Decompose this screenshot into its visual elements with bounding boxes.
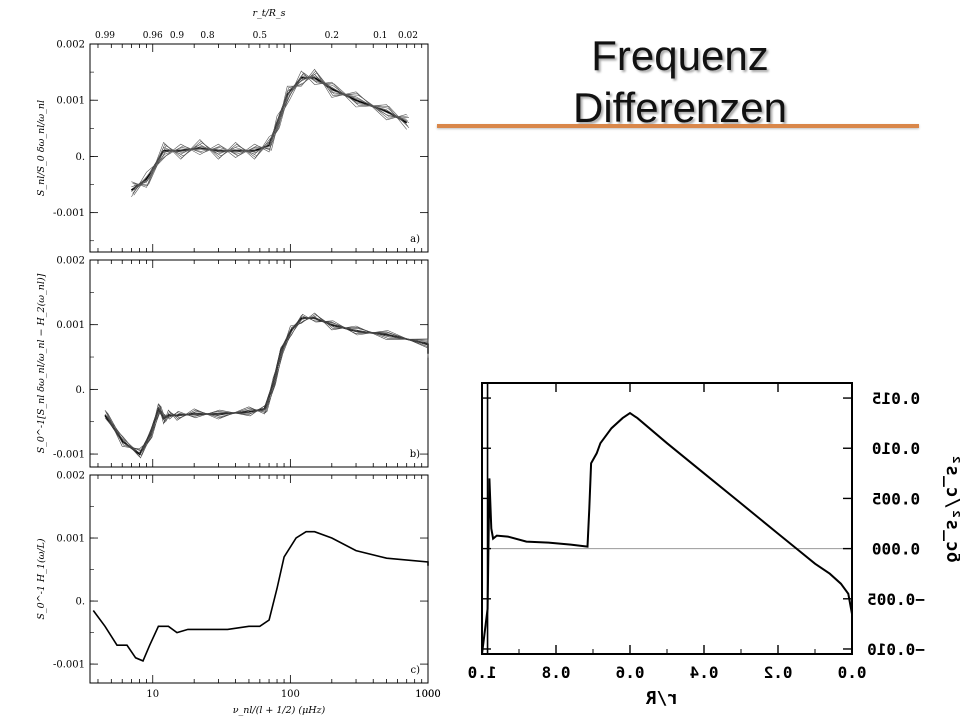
chart-panel-a: 0.002 0.001 0. -0.001 S_nl/S_0 δω_nl/ω_nl a) r… — [36, 8, 429, 253]
y-tick-label: 0.001 — [56, 320, 85, 331]
mode-set-line — [132, 70, 408, 187]
y-axis-label: S_0^-1[S_nl δω_nl/ω_nl − H_2(ω_nl)] — [36, 273, 47, 453]
top-tick-label: 0.96 — [143, 31, 163, 41]
mode-set-line — [107, 315, 429, 452]
y-tick-label: 0. — [75, 152, 85, 163]
y-tick-label: −0.010 — [867, 640, 925, 659]
slide-title: Frequenz Differenzen — [470, 30, 890, 134]
x-tick-label: 1000 — [415, 689, 440, 700]
mode-set-line — [133, 72, 410, 196]
mode-set-line — [133, 77, 410, 191]
mode-set-line — [132, 75, 409, 189]
top-tick-label: 0.8 — [200, 31, 215, 41]
y-tick-label: 0.002 — [56, 40, 85, 51]
chart-panel-b: 0.002 0.001 0. -0.001 S_0^-1[S_nl δω_nl/ω_nl… — [36, 256, 429, 468]
y-tick-label: 0.002 — [56, 256, 85, 267]
panel-label: a) — [410, 234, 420, 245]
x-tick-label: 10 — [146, 689, 159, 700]
x-axis-label: r/R — [646, 688, 679, 709]
top-axis-label: r_t/R_s — [252, 8, 285, 19]
slide-title-line-1: Frequenz — [591, 32, 769, 79]
series-line — [104, 317, 429, 456]
x-tick-label: 100 — [281, 689, 300, 700]
mode-set-line — [131, 68, 407, 188]
chart-panel-c: 0.002 0.001 0. -0.001 S_0^-1 H_1(ω/L) c) 10 100… — [36, 471, 441, 717]
mode-set-line — [105, 317, 429, 455]
plot-frame — [89, 474, 429, 684]
mode-set-line — [132, 74, 409, 194]
top-tick-label: 0.1 — [373, 31, 387, 41]
mode-set-line — [131, 70, 407, 198]
series-line — [481, 411, 853, 655]
x-axis-label: ν_nl/(l + 1/2) (μHz) — [233, 705, 326, 716]
top-tick-label: 0.5 — [253, 31, 268, 41]
y-tick-label: 0.005 — [872, 489, 920, 508]
series-line — [130, 76, 408, 191]
x-tick-label: 0.8 — [542, 663, 571, 682]
x-tick-label: 1000 — [415, 689, 440, 700]
y-tick-label: -0.001 — [53, 208, 85, 219]
slide-title-line-2: Differenzen — [572, 84, 788, 131]
x-tick-label: 0.4 — [690, 663, 719, 682]
y-tick-label: 0.001 — [56, 96, 85, 107]
mode-set-line — [131, 75, 407, 193]
x-tick-label: 0.2 — [764, 663, 793, 682]
x-tick-label: 0.0 — [838, 663, 867, 682]
y-tick-label: 0. — [75, 385, 85, 396]
top-tick-label: 0.9 — [170, 31, 185, 41]
x-tick-label: 0.6 — [616, 663, 645, 682]
y-axis-label: S_nl/S_0 δω_nl/ω_nl — [36, 100, 47, 196]
panel-label: b) — [410, 449, 420, 460]
panel-label: c) — [410, 665, 420, 676]
plot-frame — [89, 43, 429, 253]
mode-set-line — [107, 316, 429, 456]
y-tick-label: 0.002 — [56, 471, 85, 482]
plot-frame — [89, 259, 429, 468]
y-tick-label: 0. — [75, 597, 85, 608]
y-tick-label: 0.010 — [872, 439, 920, 458]
y-tick-label: -0.001 — [53, 450, 85, 461]
mode-set-line — [133, 72, 410, 186]
mode-set-line — [131, 74, 407, 188]
y-tick-label: 0.001 — [56, 534, 85, 545]
y-tick-label: -0.001 — [53, 660, 85, 671]
mode-set-line — [105, 313, 429, 459]
x-tick-label: 1.0 — [468, 663, 497, 682]
mode-set-line — [104, 315, 429, 458]
y-axis-label: δc_s²/c_s² — [942, 454, 960, 562]
top-tick-label: 0.2 — [325, 31, 339, 41]
mode-set-line — [104, 316, 429, 454]
top-tick-label: 0.99 — [95, 31, 115, 41]
chart-panel-d: 1.0 0.8 0.6 0.4 0.2 0.0 0.015 0.010 0.005 0.000 −0… — [468, 382, 960, 709]
title-divider — [437, 124, 919, 128]
y-axis-label: S_0^-1 H_1(ω/L) — [36, 538, 47, 620]
series-line — [92, 530, 429, 662]
y-tick-label: −0.005 — [867, 590, 925, 609]
y-tick-label: 0.015 — [872, 389, 920, 408]
y-tick-label: 0.000 — [872, 540, 920, 559]
plot-frame — [481, 382, 853, 655]
top-tick-label: 0.02 — [398, 31, 418, 41]
